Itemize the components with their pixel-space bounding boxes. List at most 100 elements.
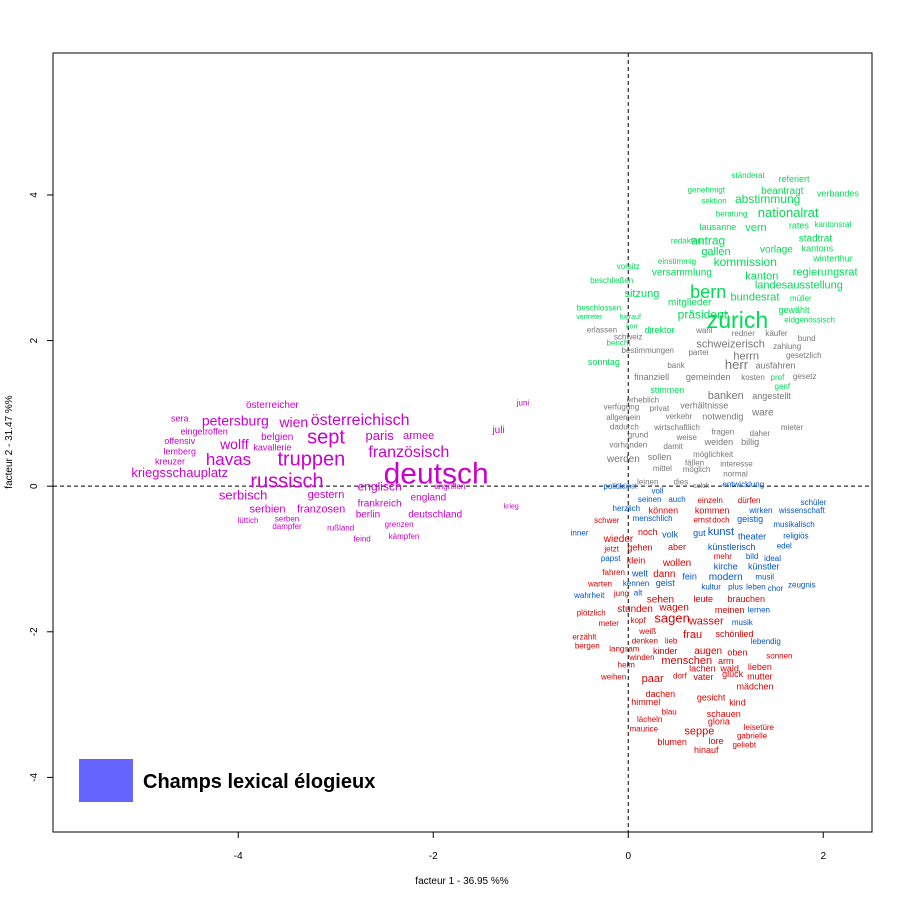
word-label: möglichkeit bbox=[693, 450, 734, 459]
word-label: bericht bbox=[606, 339, 631, 348]
word-label: weiden bbox=[704, 437, 734, 447]
word-label: zeugnis bbox=[788, 580, 816, 589]
word-label: kreuzer bbox=[155, 457, 185, 467]
word-label: fahren bbox=[602, 568, 625, 577]
word-label: juli bbox=[491, 425, 504, 436]
word-label: wissenschaft bbox=[778, 506, 826, 515]
word-label: zahlung bbox=[773, 342, 801, 351]
word-label: kantonsrat bbox=[814, 220, 852, 229]
word-label: referiert bbox=[778, 174, 810, 184]
word-label: genehmigt bbox=[688, 186, 726, 195]
word-label: französisch bbox=[368, 444, 449, 461]
word-label: eidgenössisch bbox=[784, 315, 835, 324]
word-label: kind bbox=[729, 698, 746, 708]
word-label: arm bbox=[718, 656, 734, 666]
word-label: zürich bbox=[707, 307, 768, 333]
word-label: billig bbox=[741, 437, 759, 447]
word-label: blumen bbox=[657, 737, 687, 747]
word-label: präsident bbox=[678, 308, 728, 322]
word-label: meinen bbox=[715, 605, 745, 615]
word-label: bank bbox=[667, 361, 685, 370]
word-label: geistig bbox=[737, 514, 763, 524]
word-label: blau bbox=[662, 708, 677, 717]
word-label: vorsitz bbox=[617, 262, 640, 271]
word-label: kriegsschauplatz bbox=[131, 465, 228, 480]
word-label: daher bbox=[750, 429, 771, 438]
x-tick-label: 2 bbox=[820, 851, 826, 862]
word-label: dampfer bbox=[272, 522, 302, 531]
x-tick-label: 0 bbox=[625, 851, 631, 862]
word-label: sollen bbox=[648, 452, 672, 462]
word-label: einzeln bbox=[697, 496, 722, 505]
word-label: gloria bbox=[708, 716, 730, 726]
word-label: lachen bbox=[689, 663, 716, 673]
word-label: eingetroffen bbox=[180, 427, 227, 437]
word-label: wolff bbox=[219, 436, 249, 452]
word-label: glück bbox=[722, 669, 744, 679]
word-label: redakteur bbox=[671, 237, 705, 246]
word-label: wollen bbox=[662, 558, 691, 569]
word-label: krieg bbox=[504, 503, 519, 510]
word-label: interesse bbox=[720, 459, 753, 468]
word-label: inner bbox=[571, 529, 589, 538]
word-label: kantons bbox=[802, 243, 834, 253]
word-label: dachen bbox=[646, 689, 676, 699]
word-label: vorhanden bbox=[609, 440, 647, 449]
legend-label: Champs lexical élogieux bbox=[143, 771, 375, 793]
word-label: welt bbox=[631, 569, 649, 579]
word-label: notwendig bbox=[702, 411, 743, 421]
word-label: angestellt bbox=[752, 391, 791, 401]
word-label: schweizerisch bbox=[696, 338, 764, 350]
word-label: wien bbox=[278, 414, 308, 430]
word-label: paar bbox=[642, 673, 664, 685]
word-label: lebendig bbox=[751, 637, 781, 646]
word-label: hinauf bbox=[694, 745, 719, 755]
word-label: fällen bbox=[685, 459, 704, 468]
word-label: leben bbox=[746, 582, 766, 591]
word-label: berlin bbox=[356, 509, 380, 520]
word-label: verkehr bbox=[666, 412, 693, 421]
word-label: vertreter bbox=[576, 314, 603, 321]
word-label: england bbox=[411, 493, 447, 504]
word-label: ware bbox=[751, 407, 774, 418]
word-label: deutsch bbox=[384, 458, 489, 491]
word-label: weiß bbox=[638, 627, 656, 636]
word-label: wagen bbox=[658, 603, 688, 614]
word-label: redner bbox=[732, 329, 755, 338]
word-label: solch bbox=[693, 483, 709, 490]
word-label: musik bbox=[732, 618, 754, 627]
word-label: künstler bbox=[748, 561, 780, 571]
word-label: bund bbox=[798, 334, 816, 343]
word-label: erheblich bbox=[627, 395, 659, 404]
word-label: künstlerisch bbox=[708, 542, 756, 552]
word-label: politik bbox=[603, 482, 624, 491]
word-label: mieter bbox=[781, 423, 804, 432]
word-label: werden bbox=[606, 454, 640, 465]
word-label: partei bbox=[688, 348, 708, 357]
word-label: gesetzlich bbox=[786, 351, 822, 360]
word-label: schauen bbox=[707, 709, 741, 719]
word-label: feind bbox=[353, 534, 370, 543]
word-label: stunden bbox=[617, 604, 653, 615]
word-label: lächeln bbox=[637, 715, 662, 724]
word-label: religiös bbox=[783, 531, 808, 540]
y-tick-label: 2 bbox=[29, 337, 40, 343]
word-label: genf bbox=[775, 382, 791, 391]
word-label: warten bbox=[587, 580, 612, 589]
word-label: menschlich bbox=[633, 514, 673, 523]
word-label: noch bbox=[638, 527, 658, 537]
word-label: vorlage bbox=[760, 244, 793, 255]
word-label: ständerat bbox=[731, 171, 765, 180]
word-label: deutschland bbox=[408, 509, 462, 520]
word-label: mädchen bbox=[736, 682, 773, 692]
plot-frame bbox=[52, 52, 873, 833]
word-label: papst bbox=[601, 554, 621, 563]
word-label: künst bbox=[620, 484, 637, 491]
word-label: mutter bbox=[747, 671, 773, 681]
word-label: winterthur bbox=[812, 253, 853, 263]
word-label: franzosen bbox=[297, 504, 345, 516]
word-label: käufer bbox=[765, 329, 788, 338]
word-label: sonntag bbox=[588, 357, 620, 367]
word-label: jetzt bbox=[603, 545, 619, 554]
word-label: stadtrat bbox=[799, 233, 833, 244]
